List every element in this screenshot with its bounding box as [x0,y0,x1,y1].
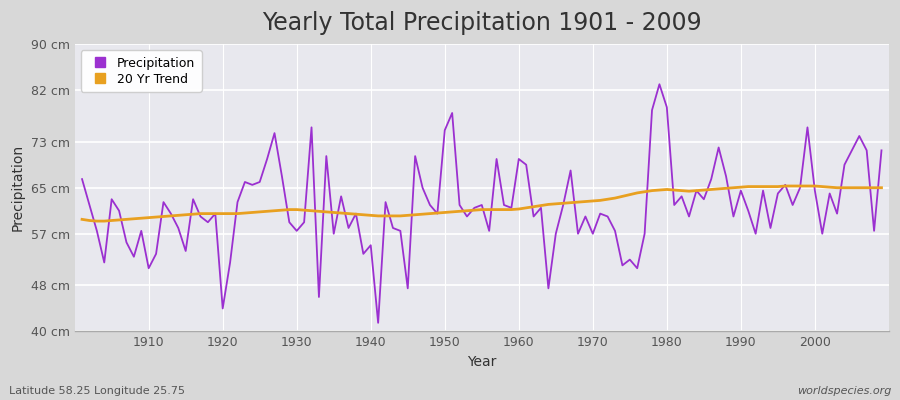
Precipitation [299,220,310,225]
Precipitation [521,162,532,167]
Precipitation [343,226,354,230]
Precipitation [609,228,620,233]
20 Yr Trend [876,185,886,190]
20 Yr Trend [92,219,103,224]
Text: Latitude 58.25 Longitude 25.75: Latitude 58.25 Longitude 25.75 [9,386,185,396]
Line: 20 Yr Trend: 20 Yr Trend [82,186,881,221]
20 Yr Trend [513,207,524,212]
20 Yr Trend [350,212,361,216]
Y-axis label: Precipitation: Precipitation [11,144,25,231]
Title: Yearly Total Precipitation 1901 - 2009: Yearly Total Precipitation 1901 - 2009 [262,11,702,35]
20 Yr Trend [76,217,87,222]
Legend: Precipitation, 20 Yr Trend: Precipitation, 20 Yr Trend [81,50,202,92]
Precipitation [654,82,665,87]
Text: worldspecies.org: worldspecies.org [796,386,891,396]
X-axis label: Year: Year [467,355,497,369]
20 Yr Trend [521,206,532,210]
Precipitation [136,228,147,233]
Precipitation [76,177,87,182]
Precipitation [513,156,524,161]
20 Yr Trend [780,184,791,188]
Precipitation [373,320,383,325]
Precipitation [876,148,886,153]
20 Yr Trend [609,196,620,200]
20 Yr Trend [306,208,317,213]
20 Yr Trend [143,215,154,220]
Line: Precipitation: Precipitation [82,84,881,323]
